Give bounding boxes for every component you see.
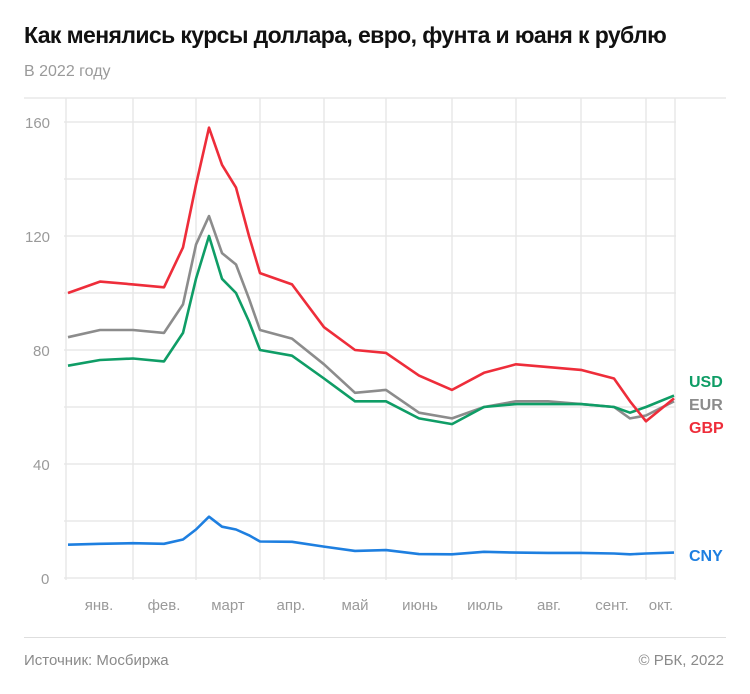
source-note: Источник: Мосбиржа	[24, 652, 169, 669]
line-chart: 160 120 80 40 0 янв. фев. март апр. май …	[24, 97, 726, 614]
footer-divider	[24, 637, 726, 638]
x-tick-jun: июнь	[402, 597, 438, 614]
x-tick-oct: окт.	[649, 597, 673, 614]
chart-title: Как менялись курсы доллара, евро, фунта …	[24, 22, 667, 48]
x-tick-aug: авг.	[537, 597, 561, 614]
y-tick-40: 40	[33, 457, 50, 474]
legend-gbp: GBP	[689, 420, 724, 437]
series-line-cny	[67, 515, 675, 556]
series-line-eur	[67, 214, 675, 420]
vertical-gridlines	[65, 98, 676, 580]
y-tick-120: 120	[25, 229, 50, 246]
x-tick-mar: март	[211, 597, 245, 614]
x-tick-jul: июль	[467, 597, 503, 614]
chart-subtitle: В 2022 году	[24, 63, 111, 80]
y-tick-160: 160	[25, 115, 50, 132]
y-tick-80: 80	[33, 343, 50, 360]
y-tick-0: 0	[41, 571, 49, 588]
x-tick-feb: фев.	[148, 597, 181, 614]
x-tick-apr: апр.	[277, 597, 306, 614]
copyright-note: © РБК, 2022	[638, 652, 724, 669]
series-line-usd	[67, 234, 675, 426]
x-tick-sep: сент.	[595, 597, 629, 614]
legend-usd: USD	[689, 374, 723, 391]
x-tick-may: май	[341, 597, 368, 614]
legend-cny: CNY	[689, 548, 723, 565]
series-line-gbp	[67, 126, 675, 423]
x-tick-jan: янв.	[85, 597, 114, 614]
horizontal-gridlines	[64, 121, 676, 579]
legend-eur: EUR	[689, 397, 723, 414]
